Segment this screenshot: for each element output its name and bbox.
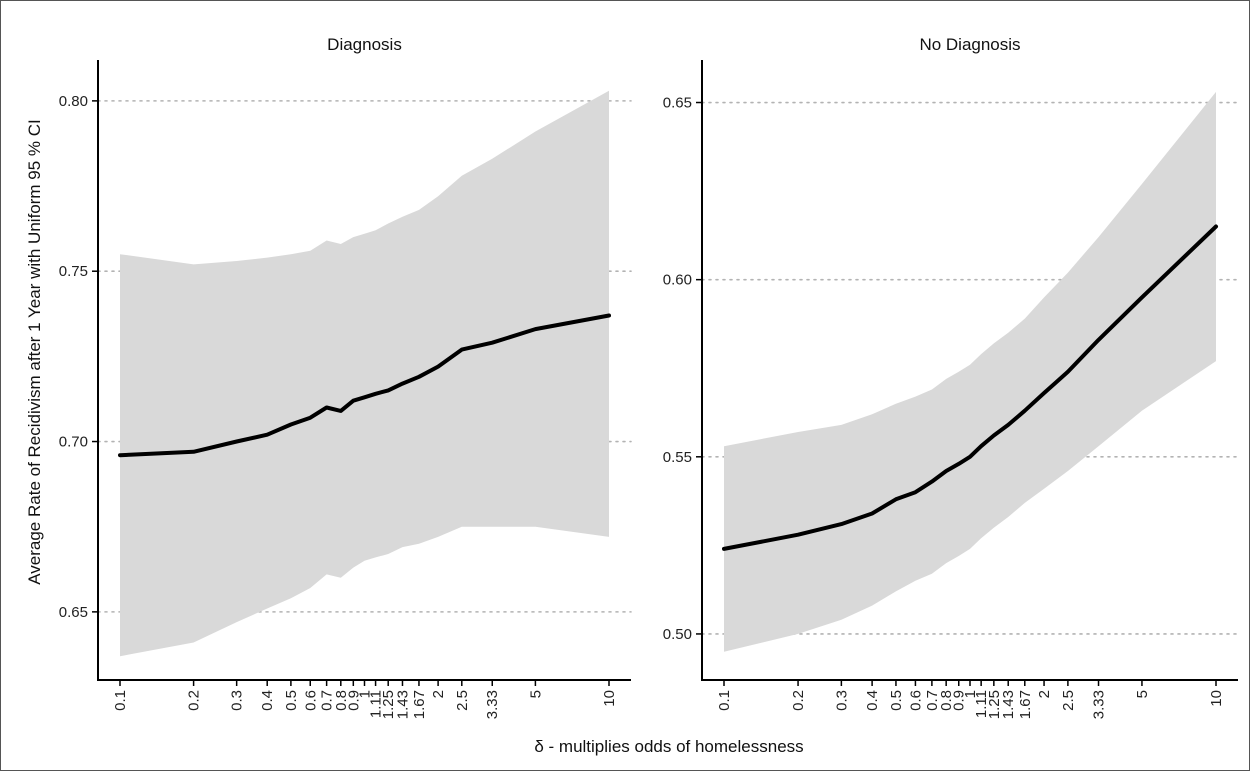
y-tick-label: 0.65 [663,95,692,112]
x-tick-label: 0.3 [833,690,850,711]
x-tick-label: 0.7 [319,690,336,711]
x-tick-label: 0.5 [283,690,300,711]
x-tick-label: 1.11 [973,690,990,718]
y-tick-label: 0.65 [59,604,88,621]
confidence-ribbon [120,90,609,657]
x-tick-label: 0.4 [864,690,881,711]
x-tick-label: 0.8 [333,690,350,711]
x-tick-label: 0.3 [229,690,246,711]
y-tick-label: 0.55 [663,449,692,466]
x-tick-label: 2 [1036,690,1053,698]
x-tick-label: 1.11 [368,690,385,718]
x-tick-label: 1.43 [395,690,412,719]
x-tick-label: 0.1 [716,690,733,711]
y-tick-label: 0.75 [59,263,88,280]
x-tick-label: 0.4 [259,690,276,711]
x-tick-label: 0.9 [951,690,968,711]
x-tick-label: 0.9 [345,690,362,711]
estimate-line [722,224,1218,551]
x-tick-label: 1 [962,690,979,698]
x-tick-label: 10 [601,690,618,707]
x-tick-label: 1.67 [1017,690,1034,719]
facet-title: No Diagnosis [919,35,1020,54]
x-tick-label: 3.33 [1091,690,1108,719]
x-tick-label: 0.6 [302,690,319,711]
x-tick-label: 0.8 [938,690,955,711]
x-tick-label: 0.5 [888,690,905,711]
x-tick-label: 2 [430,690,447,698]
x-axis-title: δ - multiplies odds of homelessness [534,737,803,756]
confidence-ribbon [724,91,1216,652]
y-tick-label: 0.70 [59,434,88,451]
x-tick-label: 0.7 [924,690,941,711]
x-tick-label: 10 [1208,690,1225,707]
facet-title: Diagnosis [327,35,402,54]
x-tick-label: 1.25 [380,690,397,719]
x-tick-label: 1 [357,690,374,698]
x-tick-label: 1.67 [411,690,428,719]
estimate-line [118,313,611,458]
y-tick-label: 0.60 [663,272,692,289]
x-tick-label: 0.2 [186,690,203,711]
x-tick-label: 0.1 [112,690,129,711]
x-tick-label: 0.6 [907,690,924,711]
x-tick-label: 1.25 [986,690,1003,719]
x-tick-label: 1.43 [1000,690,1017,719]
y-axis-title: Average Rate of Recidivism after 1 Year … [25,119,44,585]
x-tick-label: 0.2 [790,690,807,711]
x-tick-label: 5 [1134,690,1151,698]
y-tick-label: 0.50 [663,626,692,643]
x-tick-label: 3.33 [484,690,501,719]
x-tick-label: 2.5 [1060,690,1077,711]
x-tick-label: 5 [527,690,544,698]
x-tick-label: 2.5 [454,690,471,711]
y-tick-label: 0.80 [59,93,88,110]
